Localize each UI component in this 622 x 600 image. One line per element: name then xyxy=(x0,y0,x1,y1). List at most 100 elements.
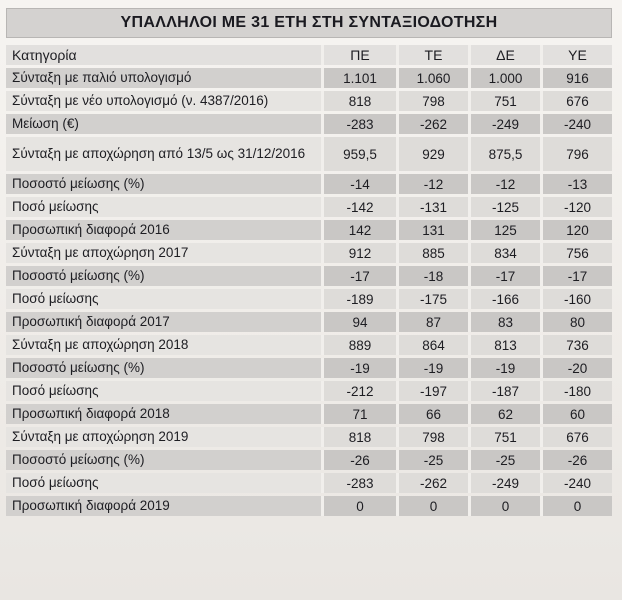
cell-pe: 71 xyxy=(324,404,396,424)
row-label: Ποσοστό μείωσης (%) xyxy=(6,358,324,378)
cell-de: -125 xyxy=(468,197,540,217)
cell-pe: 0 xyxy=(324,496,396,516)
row-label: Σύνταξη με αποχώρηση 2017 xyxy=(6,243,324,263)
cell-de: -249 xyxy=(468,473,540,493)
cell-ye: 756 xyxy=(540,243,612,263)
cell-pe: 959,5 xyxy=(324,137,396,171)
cell-te: -18 xyxy=(396,266,468,286)
cell-ye: -180 xyxy=(540,381,612,401)
pension-table: Κατηγορία ΠΕ ΤΕ ΔΕ ΥΕ Σύνταξη με παλιό υ… xyxy=(6,42,612,519)
table-row: Ποσοστό μείωσης (%) -26 -25 -25 -26 xyxy=(6,450,612,470)
row-label: Σύνταξη με αποχώρηση 2019 xyxy=(6,427,324,447)
header-category: Κατηγορία xyxy=(6,45,324,65)
cell-de: -19 xyxy=(468,358,540,378)
cell-pe: -17 xyxy=(324,266,396,286)
row-label: Προσωπική διαφορά 2017 xyxy=(6,312,324,332)
row-label: Προσωπική διαφορά 2019 xyxy=(6,496,324,516)
table-row: Ποσό μείωσης -283 -262 -249 -240 xyxy=(6,473,612,493)
cell-ye: 80 xyxy=(540,312,612,332)
cell-de: -187 xyxy=(468,381,540,401)
cell-te: -262 xyxy=(396,473,468,493)
table-row: Ποσό μείωσης -142 -131 -125 -120 xyxy=(6,197,612,217)
table-body: Σύνταξη με παλιό υπολογισμό 1.101 1.060 1.0… xyxy=(6,68,612,516)
cell-pe: 94 xyxy=(324,312,396,332)
row-label: Σύνταξη με παλιό υπολογισμό xyxy=(6,68,324,88)
cell-pe: -283 xyxy=(324,473,396,493)
table-row: Σύνταξη με αποχώρηση 2017 912 885 834 756 xyxy=(6,243,612,263)
cell-de: 1.000 xyxy=(468,68,540,88)
row-label: Ποσοστό μείωσης (%) xyxy=(6,266,324,286)
row-label: Ποσό μείωσης xyxy=(6,289,324,309)
row-label: Σύνταξη με νέο υπολογισμό (ν. 4387/2016) xyxy=(6,91,324,111)
table-row: Προσωπική διαφορά 2019 0 0 0 0 xyxy=(6,496,612,516)
cell-te: 885 xyxy=(396,243,468,263)
cell-pe: 142 xyxy=(324,220,396,240)
cell-te: 864 xyxy=(396,335,468,355)
cell-te: -175 xyxy=(396,289,468,309)
cell-te: 0 xyxy=(396,496,468,516)
table-row: Ποσό μείωσης -189 -175 -166 -160 xyxy=(6,289,612,309)
cell-ye: -160 xyxy=(540,289,612,309)
row-label: Μείωση (€) xyxy=(6,114,324,134)
header-col-te: ΤΕ xyxy=(396,45,468,65)
cell-pe: 889 xyxy=(324,335,396,355)
cell-pe: -26 xyxy=(324,450,396,470)
table-row: Προσωπική διαφορά 2017 94 87 83 80 xyxy=(6,312,612,332)
cell-ye: -17 xyxy=(540,266,612,286)
cell-pe: -142 xyxy=(324,197,396,217)
cell-te: -12 xyxy=(396,174,468,194)
cell-pe: -14 xyxy=(324,174,396,194)
cell-de: -17 xyxy=(468,266,540,286)
table-title: ΥΠΑΛΛΗΛΟΙ ΜΕ 31 ΕΤΗ ΣΤΗ ΣΥΝΤΑΞΙΟΔΟΤΗΣΗ xyxy=(6,8,612,38)
cell-ye: -120 xyxy=(540,197,612,217)
cell-te: 798 xyxy=(396,91,468,111)
table-row: Προσωπική διαφορά 2016 142 131 125 120 xyxy=(6,220,612,240)
row-label: Σύνταξη με αποχώρηση από 13/5 ως 31/12/2… xyxy=(6,137,324,171)
row-label: Ποσό μείωσης xyxy=(6,473,324,493)
row-label: Ποσοστό μείωσης (%) xyxy=(6,174,324,194)
cell-pe: 1.101 xyxy=(324,68,396,88)
cell-te: 131 xyxy=(396,220,468,240)
row-label: Προσωπική διαφορά 2018 xyxy=(6,404,324,424)
cell-ye: 120 xyxy=(540,220,612,240)
header-col-pe: ΠΕ xyxy=(324,45,396,65)
table-row: Προσωπική διαφορά 2018 71 66 62 60 xyxy=(6,404,612,424)
cell-te: 1.060 xyxy=(396,68,468,88)
cell-ye: 0 xyxy=(540,496,612,516)
cell-te: -197 xyxy=(396,381,468,401)
cell-te: 87 xyxy=(396,312,468,332)
cell-de: 813 xyxy=(468,335,540,355)
cell-ye: -26 xyxy=(540,450,612,470)
table-row: Ποσοστό μείωσης (%) -17 -18 -17 -17 xyxy=(6,266,612,286)
table-row: Σύνταξη με νέο υπολογισμό (ν. 4387/2016)… xyxy=(6,91,612,111)
cell-te: -19 xyxy=(396,358,468,378)
cell-te: -131 xyxy=(396,197,468,217)
table-row: Ποσό μείωσης -212 -197 -187 -180 xyxy=(6,381,612,401)
cell-ye: 676 xyxy=(540,427,612,447)
cell-de: 83 xyxy=(468,312,540,332)
cell-ye: 60 xyxy=(540,404,612,424)
table-row: Σύνταξη με αποχώρηση 2018 889 864 813 736 xyxy=(6,335,612,355)
cell-ye: -240 xyxy=(540,114,612,134)
cell-de: -12 xyxy=(468,174,540,194)
cell-te: 929 xyxy=(396,137,468,171)
cell-de: 751 xyxy=(468,427,540,447)
row-label: Ποσό μείωσης xyxy=(6,197,324,217)
cell-de: 834 xyxy=(468,243,540,263)
cell-te: -262 xyxy=(396,114,468,134)
cell-te: 66 xyxy=(396,404,468,424)
table-row: Σύνταξη με αποχώρηση 2019 818 798 751 676 xyxy=(6,427,612,447)
table-header-row: Κατηγορία ΠΕ ΤΕ ΔΕ ΥΕ xyxy=(6,45,612,65)
cell-ye: 676 xyxy=(540,91,612,111)
table-row: Μείωση (€) -283 -262 -249 -240 xyxy=(6,114,612,134)
cell-pe: 818 xyxy=(324,427,396,447)
table-row: Ποσοστό μείωσης (%) -19 -19 -19 -20 xyxy=(6,358,612,378)
row-label: Ποσό μείωσης xyxy=(6,381,324,401)
cell-de: 875,5 xyxy=(468,137,540,171)
cell-ye: 796 xyxy=(540,137,612,171)
cell-pe: -19 xyxy=(324,358,396,378)
cell-de: 0 xyxy=(468,496,540,516)
header-col-ye: ΥΕ xyxy=(540,45,612,65)
cell-pe: -212 xyxy=(324,381,396,401)
